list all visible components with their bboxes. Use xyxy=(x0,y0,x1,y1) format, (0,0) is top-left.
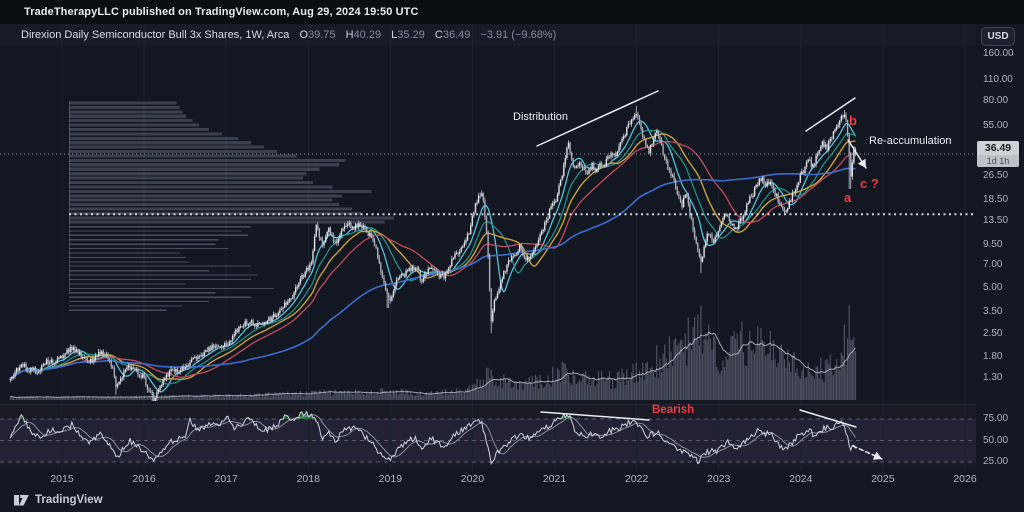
year-tick-2021: 2021 xyxy=(542,473,567,485)
price-tick-55.00: 55.00 xyxy=(983,120,1009,132)
year-tick-2015: 2015 xyxy=(50,473,74,485)
price-tick-9.50: 9.50 xyxy=(983,238,1003,250)
year-tick-2016: 2016 xyxy=(132,473,156,485)
change-value: −3.91 (−9.68%) xyxy=(480,29,557,41)
volume-ma-line xyxy=(10,331,856,399)
open-label: O xyxy=(299,29,309,41)
price-axis[interactable]: USD 160.00 110.00 80.00 55.00 26.50 18.50 13.5… xyxy=(976,24,1024,470)
tradingview-logo-icon xyxy=(14,494,29,505)
symbol-title[interactable]: Direxion Daily Semiconductor Bull 3x Sha… xyxy=(21,29,290,41)
ma-20-line xyxy=(9,129,856,385)
volume-histogram xyxy=(9,305,857,400)
rsi-ma-line xyxy=(9,414,856,458)
currency-toggle-button[interactable]: USD xyxy=(981,27,1015,46)
price-tick-1.30: 1.30 xyxy=(983,372,1003,384)
year-tick-2023: 2023 xyxy=(707,473,731,485)
close-value: 36.49 xyxy=(442,29,471,41)
close-label: C xyxy=(434,29,443,41)
tradingview-logo[interactable]: TradingView xyxy=(14,494,103,507)
price-tick-26.50: 26.50 xyxy=(983,169,1009,181)
rsi-indicator xyxy=(9,410,856,465)
annotation-wave-b: b xyxy=(849,113,857,128)
volume-profile xyxy=(69,100,394,311)
volume-ma xyxy=(10,331,856,399)
price-tick-160.00: 160.00 xyxy=(983,48,1014,60)
time-axis[interactable]: 2015 2016 2017 2018 2019 2020 2021 2022 2023 2024… xyxy=(0,470,1024,488)
price-tick-3.50: 3.50 xyxy=(983,305,1003,317)
high-value: 40.29 xyxy=(353,29,382,41)
year-tick-2025: 2025 xyxy=(871,473,895,485)
low-label: L xyxy=(391,29,398,41)
price-tick-18.50: 18.50 xyxy=(983,193,1009,205)
symbol-legend: Direxion Daily Semiconductor Bull 3x Sha… xyxy=(21,29,556,41)
attribution-text: TradeTherapyLLC published on TradingView… xyxy=(24,6,419,18)
annotation-bearish: Bearish xyxy=(652,404,695,416)
tradingview-logo-text: TradingView xyxy=(35,494,103,506)
ma-10-line xyxy=(9,120,857,393)
high-label: H xyxy=(345,29,354,41)
open-value: 39.75 xyxy=(308,29,336,41)
annotation-wave-a: a xyxy=(844,190,852,205)
year-gridlines xyxy=(61,24,966,470)
pane-backgrounds xyxy=(0,405,976,468)
ma-30-line xyxy=(9,133,856,381)
price-tick-7.00: 7.00 xyxy=(983,259,1003,271)
ma-150-line xyxy=(9,167,856,380)
year-tick-2017: 2017 xyxy=(214,473,238,485)
rsi-tick-50.00: 50.00 xyxy=(983,434,1009,446)
trendline-drawings xyxy=(536,90,883,460)
attribution-bar: TradeTherapyLLC published on TradingView… xyxy=(0,0,1024,24)
price-tick-1.80: 1.80 xyxy=(983,350,1003,362)
low-value: 35.29 xyxy=(397,29,425,41)
annotation-distribution: Distribution xyxy=(513,111,569,123)
moving-averages xyxy=(9,120,857,393)
footer-bar: TradingView xyxy=(0,488,1024,512)
price-tick-13.50: 13.50 xyxy=(983,214,1009,226)
annotation-reaccumulation: Re-accumulation xyxy=(869,135,952,147)
year-tick-2022: 2022 xyxy=(624,473,649,485)
year-tick-2024: 2024 xyxy=(789,473,813,485)
rsi-tick-25.00: 25.00 xyxy=(983,456,1009,467)
price-tick-110.00: 110.00 xyxy=(983,73,1013,85)
rsi-gridlines xyxy=(0,418,976,463)
price-tick-5.00: 5.00 xyxy=(983,281,1003,293)
ma-45-line xyxy=(9,140,856,380)
legend-band xyxy=(0,24,976,46)
price-levels xyxy=(0,153,976,216)
last-price-badge[interactable]: 36.49 1d 1h xyxy=(977,141,1019,167)
rsi-tick-75.00: 75.00 xyxy=(983,413,1009,424)
year-tick-2018: 2018 xyxy=(296,473,320,485)
price-tick-2.50: 2.50 xyxy=(983,328,1003,340)
rsi-line xyxy=(9,410,856,465)
last-price-value: 36.49 xyxy=(977,141,1019,155)
price-tick-80.00: 80.00 xyxy=(983,95,1009,107)
bar-countdown: 1d 1h xyxy=(977,155,1019,167)
candlestick-series xyxy=(9,106,857,401)
year-tick-2026: 2026 xyxy=(953,473,977,485)
annotation-wave-c: c ? xyxy=(860,176,879,191)
year-tick-2019: 2019 xyxy=(378,473,403,485)
year-tick-2020: 2020 xyxy=(460,473,485,485)
